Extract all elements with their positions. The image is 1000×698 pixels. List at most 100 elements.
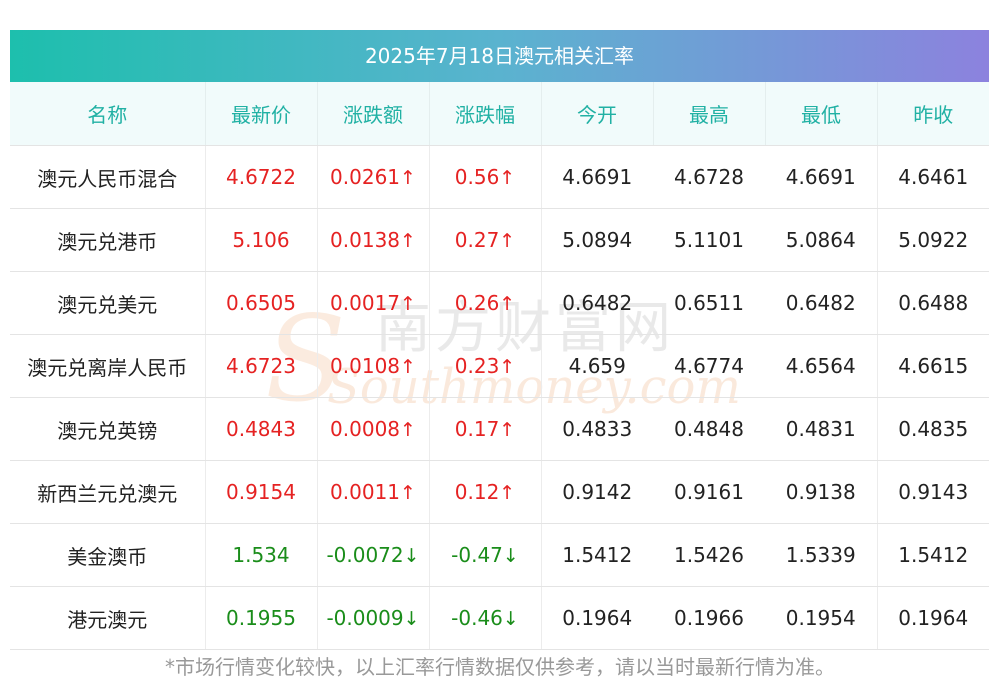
table-row: 澳元兑离岸人民币 4.6723 0.0108↑ 0.23↑ 4.659 4.6774 4.6… xyxy=(10,334,989,398)
row-open-value: 4.659 xyxy=(568,354,626,378)
row-open: 0.4833 xyxy=(541,397,653,461)
row-high: 1.5426 xyxy=(653,523,765,587)
row-low: 0.1954 xyxy=(765,586,878,650)
row-latest: 0.9154 xyxy=(205,460,318,524)
arrow-up-icon: ↑ xyxy=(499,230,516,252)
row-high-value: 0.9161 xyxy=(674,480,744,504)
rates-table: 名称 最新价 涨跌额 涨跌幅 今开 最高 最低 昨收 澳元人民币混合 4.6722… xyxy=(10,82,989,650)
table-row: 美金澳币 1.534 -0.0072↓ -0.47↓ 1.5412 1.5426 1.533… xyxy=(10,523,989,587)
row-high: 5.1101 xyxy=(653,208,765,272)
row-low: 0.6482 xyxy=(765,271,878,335)
row-change-value: -0.0072 xyxy=(326,543,404,567)
arrow-down-icon: ↓ xyxy=(502,608,519,630)
header-high: 最高 xyxy=(653,82,766,146)
row-prev-value: 5.0922 xyxy=(898,228,969,252)
row-high-value: 4.6728 xyxy=(674,165,744,189)
row-open: 5.0894 xyxy=(541,208,653,272)
header-open: 今开 xyxy=(541,82,654,146)
row-latest: 1.534 xyxy=(205,523,318,587)
arrow-up-icon: ↑ xyxy=(400,167,416,189)
table-title: 2025年7月18日澳元相关汇率 xyxy=(10,30,989,82)
row-pct: 0.12↑ xyxy=(429,460,542,524)
row-latest-value: 5.106 xyxy=(232,228,290,252)
row-latest: 4.6723 xyxy=(205,334,318,398)
row-pct: 0.23↑ xyxy=(429,334,542,398)
row-latest-value: 4.6722 xyxy=(226,165,296,189)
row-high-value: 0.1966 xyxy=(674,606,744,630)
row-open-value: 5.0894 xyxy=(562,228,633,252)
row-prev: 1.5412 xyxy=(877,523,989,587)
header-pct: 涨跌幅 xyxy=(429,82,542,146)
row-name: 澳元兑美元 xyxy=(10,271,206,335)
row-pct: 0.27↑ xyxy=(429,208,542,272)
row-prev-value: 1.5412 xyxy=(898,543,969,567)
row-name-value: 新西兰元兑澳元 xyxy=(37,481,178,506)
row-change: -0.0072↓ xyxy=(317,523,430,587)
row-prev: 4.6615 xyxy=(877,334,989,398)
row-latest-value: 0.9154 xyxy=(226,480,296,504)
row-high-value: 0.4848 xyxy=(674,417,744,441)
row-open-value: 4.6691 xyxy=(562,165,633,189)
row-name-value: 澳元兑美元 xyxy=(57,292,158,317)
row-open: 0.6482 xyxy=(541,271,653,335)
row-pct: 0.56↑ xyxy=(429,145,542,209)
row-low: 5.0864 xyxy=(765,208,878,272)
row-change: -0.0009↓ xyxy=(317,586,430,650)
row-latest-value: 0.6505 xyxy=(226,291,296,315)
row-prev: 0.1964 xyxy=(877,586,989,650)
table-row: 新西兰元兑澳元 0.9154 0.0011↑ 0.12↑ 0.9142 0.9161 0.9… xyxy=(10,460,989,524)
row-latest: 0.1955 xyxy=(205,586,318,650)
row-pct-value: -0.46 xyxy=(451,606,503,630)
row-prev-value: 0.9143 xyxy=(898,480,969,504)
row-high: 0.6511 xyxy=(653,271,765,335)
row-open: 1.5412 xyxy=(541,523,653,587)
row-pct-value: 0.26 xyxy=(454,291,500,315)
row-open-value: 0.6482 xyxy=(562,291,633,315)
row-pct-value: 0.27 xyxy=(454,228,500,252)
row-pct-value: 0.12 xyxy=(454,480,500,504)
row-prev-value: 4.6461 xyxy=(898,165,969,189)
row-low: 0.4831 xyxy=(765,397,878,461)
row-open: 0.9142 xyxy=(541,460,653,524)
row-high-value: 1.5426 xyxy=(674,543,744,567)
row-low-value: 4.6564 xyxy=(785,354,856,378)
table-row: 澳元兑港币 5.106 0.0138↑ 0.27↑ 5.0894 5.1101 5.0864… xyxy=(10,208,989,272)
arrow-down-icon: ↓ xyxy=(502,545,519,567)
arrow-up-icon: ↑ xyxy=(499,167,516,189)
table-row: 澳元兑英镑 0.4843 0.0008↑ 0.17↑ 0.4833 0.4848 0.483… xyxy=(10,397,989,461)
row-change: 0.0017↑ xyxy=(317,271,430,335)
row-latest: 4.6722 xyxy=(205,145,318,209)
row-name-value: 港元澳元 xyxy=(67,607,148,632)
arrow-down-icon: ↓ xyxy=(403,608,420,630)
row-latest: 0.4843 xyxy=(205,397,318,461)
row-name: 澳元人民币混合 xyxy=(10,145,206,209)
row-change: 0.0011↑ xyxy=(317,460,430,524)
row-low: 1.5339 xyxy=(765,523,878,587)
row-latest: 5.106 xyxy=(205,208,318,272)
row-pct: 0.26↑ xyxy=(429,271,542,335)
row-pct: 0.17↑ xyxy=(429,397,542,461)
row-name: 港元澳元 xyxy=(10,586,206,650)
row-open: 4.659 xyxy=(541,334,653,398)
row-high-value: 0.6511 xyxy=(674,291,744,315)
row-name: 美金澳币 xyxy=(10,523,206,587)
row-high: 0.9161 xyxy=(653,460,765,524)
arrow-up-icon: ↑ xyxy=(400,482,416,504)
arrow-down-icon: ↓ xyxy=(403,545,420,567)
row-change-value: 0.0108 xyxy=(330,354,401,378)
header-row: 名称 最新价 涨跌额 涨跌幅 今开 最高 最低 昨收 xyxy=(10,82,989,146)
row-prev: 4.6461 xyxy=(877,145,989,209)
row-prev: 5.0922 xyxy=(877,208,989,272)
arrow-up-icon: ↑ xyxy=(499,356,516,378)
row-prev-value: 0.4835 xyxy=(898,417,969,441)
row-latest-value: 4.6723 xyxy=(226,354,296,378)
header-latest: 最新价 xyxy=(205,82,318,146)
arrow-up-icon: ↑ xyxy=(400,356,416,378)
row-latest-value: 1.534 xyxy=(232,543,290,567)
row-pct-value: -0.47 xyxy=(451,543,503,567)
row-high-value: 4.6774 xyxy=(674,354,744,378)
row-name-value: 澳元兑离岸人民币 xyxy=(27,355,188,380)
row-prev: 0.6488 xyxy=(877,271,989,335)
row-name: 澳元兑离岸人民币 xyxy=(10,334,206,398)
row-prev-value: 0.6488 xyxy=(898,291,969,315)
